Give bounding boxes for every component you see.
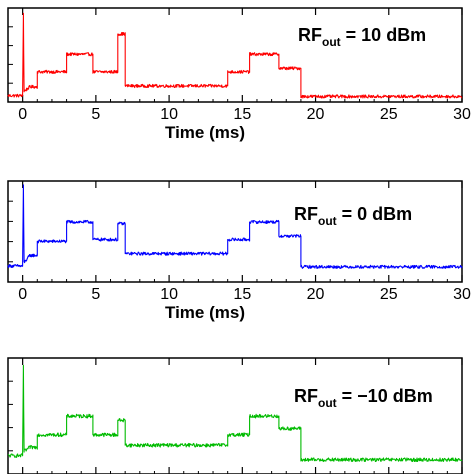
- series-line: [7, 12, 463, 99]
- x-tick-label: 5: [91, 106, 100, 123]
- x-tick-label: 10: [160, 286, 178, 303]
- x-axis-title: Time (ms): [165, 123, 245, 142]
- plot-frame: [7, 357, 463, 474]
- chart-panel-1: 0 5 10 15 20 25 30 Time (ms) RFout = 10 dBm: [7, 7, 471, 142]
- x-axis-title: Time (ms): [165, 303, 245, 322]
- x-tick-label: 20: [307, 286, 325, 303]
- x-tick-label: 15: [233, 286, 251, 303]
- x-tick-label: 25: [380, 106, 398, 123]
- x-tick-label: 30: [453, 106, 471, 123]
- rf-out-annotation: RFout = −10 dBm: [294, 386, 433, 410]
- plot-frame: [7, 180, 463, 283]
- x-tick-label: 20: [307, 106, 325, 123]
- x-tick-label: 0: [18, 106, 27, 123]
- series-line: [7, 184, 463, 269]
- rf-out-annotation: RFout = 10 dBm: [298, 25, 426, 49]
- chart-panel-2: 0 5 10 15 20 25 30 Time (ms) RFout = 0 dBm: [7, 180, 471, 322]
- x-tick-label: 5: [91, 286, 100, 303]
- chart-panel-3: RFout = −10 dBm: [7, 357, 463, 474]
- series-line: [7, 364, 463, 463]
- plot-frame: [7, 7, 463, 103]
- x-tick-label: 30: [453, 286, 471, 303]
- x-tick-label: 15: [233, 106, 251, 123]
- x-tick-label: 10: [160, 106, 178, 123]
- x-tick-label: 0: [18, 286, 27, 303]
- rf-out-annotation: RFout = 0 dBm: [294, 204, 412, 228]
- x-tick-label: 25: [380, 286, 398, 303]
